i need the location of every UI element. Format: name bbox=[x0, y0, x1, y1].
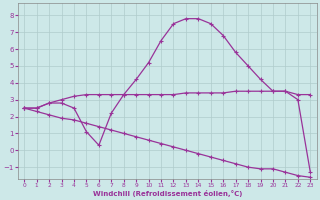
X-axis label: Windchill (Refroidissement éolien,°C): Windchill (Refroidissement éolien,°C) bbox=[92, 190, 242, 197]
